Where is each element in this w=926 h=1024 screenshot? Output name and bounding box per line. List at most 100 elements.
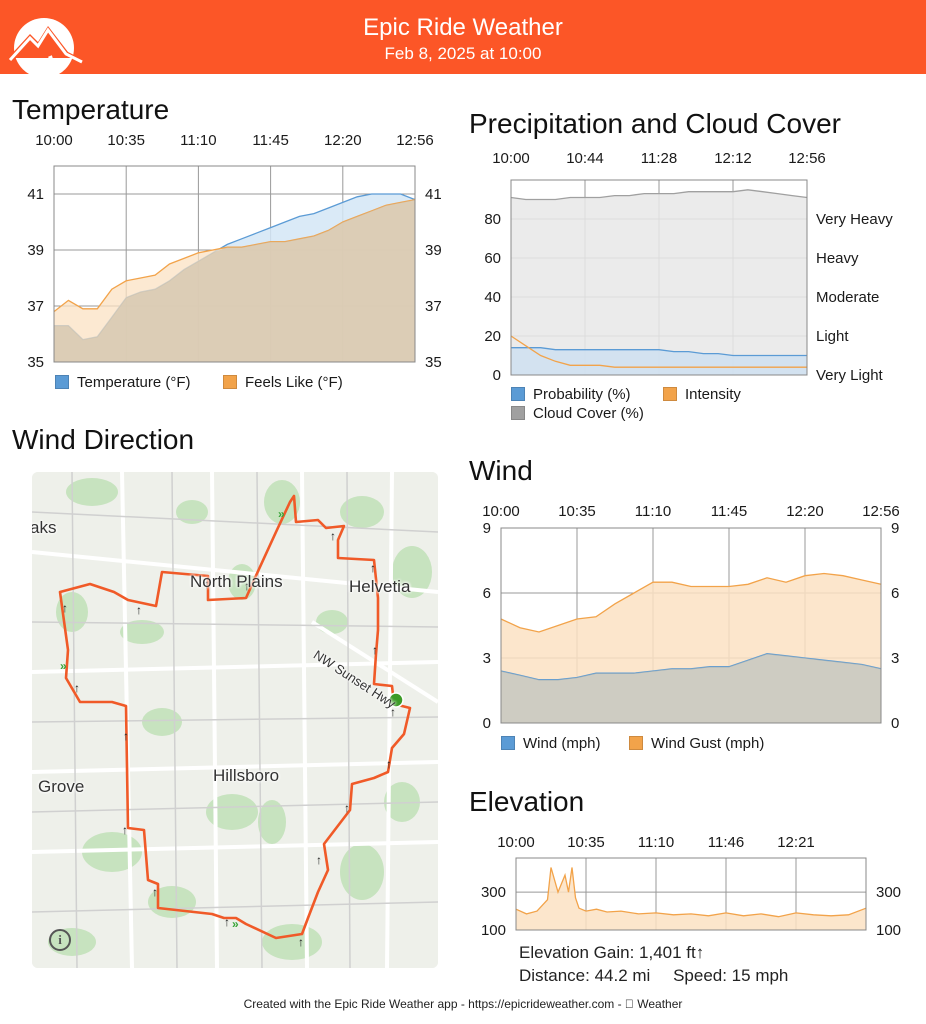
temperature-svg: 10:00 10:35 11:10 11:45 12:20 12:56 35 35 37 37 39… [27, 132, 442, 371]
plot-frame [500, 527, 882, 724]
x-tick-label: 11:46 [708, 834, 744, 851]
x-tick-label: 10:00 [35, 132, 73, 149]
x-tick-label: 10:00 [492, 150, 530, 167]
elevation-title: Elevation [469, 786, 585, 817]
svg-text:↑: ↑ [152, 885, 158, 899]
ride-datetime: Feb 8, 2025 at 10:00 [384, 44, 542, 63]
y-tick-label: 39 [27, 242, 44, 259]
series-line [515, 867, 867, 918]
y-tick-label: 60 [484, 250, 501, 267]
svg-text:»: » [278, 507, 285, 521]
app-title: Epic Ride Weather [363, 14, 563, 41]
y-tick-label: 37 [27, 298, 44, 315]
y-tick-label-right: 300 [876, 884, 901, 901]
legend-swatch [511, 387, 525, 401]
x-tick-label: 12:21 [777, 834, 815, 851]
x-tick-label: 11:45 [252, 132, 288, 149]
legend-label: Cloud Cover (%) [533, 405, 644, 422]
legend-item-cloud-cover: Cloud Cover (%) [511, 405, 644, 422]
x-tick-label: 11:28 [641, 150, 677, 167]
ride-route [58, 494, 412, 940]
x-tick-label: 12:56 [396, 132, 434, 149]
y-tick-label: 0 [483, 715, 491, 732]
wind-chart: 10:00 10:35 11:10 11:45 12:20 12:56 0 0 3 3 6 6 9 9 [0, 500, 926, 732]
legend-item-temperature: Temperature (°F) [55, 374, 191, 391]
footer-credit: Created with the Epic Ride Weather app -… [244, 997, 683, 1011]
legend-swatch [223, 375, 237, 389]
y-tick-label-right: 0 [891, 715, 899, 732]
wind-direction-title: Wind Direction [12, 424, 195, 455]
series-line [500, 653, 882, 681]
y-tick-label: 9 [483, 520, 491, 537]
app-header: Epic Ride Weather Feb 8, 2025 at 10:00 [0, 0, 926, 74]
svg-text:↑: ↑ [372, 643, 378, 657]
legend-label: Feels Like (°F) [245, 374, 343, 391]
y-tick-label: 0 [493, 367, 501, 384]
y-tick-label: 41 [27, 186, 44, 203]
svg-text:↑: ↑ [123, 729, 129, 743]
x-tick-label: 11:10 [635, 503, 671, 520]
start-marker[interactable] [388, 692, 404, 708]
y-tick-label-right: 41 [425, 186, 442, 203]
x-tick-label: 10:35 [558, 503, 596, 520]
plot-frame [515, 857, 867, 931]
legend-swatch [663, 387, 677, 401]
elevation-chart: 10:00 10:35 11:10 11:46 12:21 100 100 300 300 [0, 830, 926, 940]
x-tick-label: 12:56 [862, 503, 900, 520]
y-tick-label-right: 3 [891, 650, 899, 667]
wind-legend: Wind (mph) Wind Gust (mph) [501, 735, 821, 755]
legend-swatch [55, 375, 69, 389]
legend-item-wind: Wind (mph) [501, 735, 601, 752]
legend-item-probability: Probability (%) [511, 386, 631, 403]
svg-text:↑: ↑ [122, 823, 128, 837]
map-label-hillsboro: Hillsboro [213, 766, 280, 785]
x-tick-label: 11:10 [638, 834, 674, 851]
map-streets [32, 472, 438, 968]
svg-text:»: » [60, 659, 67, 673]
elevation-gain: Elevation Gain: 1,401 ft↑ [519, 943, 705, 962]
x-tick-label: 12:12 [714, 150, 752, 167]
svg-text:↑: ↑ [298, 935, 304, 949]
map-label-helvetia: Helvetia [349, 577, 411, 596]
x-tick-label: 10:35 [567, 834, 605, 851]
precipitation-title: Precipitation and Cloud Cover [469, 108, 841, 139]
svg-text:↑: ↑ [370, 561, 376, 575]
intensity-label: Very Light [816, 367, 884, 384]
y-tick-label-right: 9 [891, 520, 899, 537]
svg-text:↑: ↑ [244, 579, 250, 593]
svg-text:↑: ↑ [74, 681, 80, 695]
route-map[interactable]: ↑ ↑ ↑ ↑ ↑ ↑ ↑ ↑ ↑ ↑ ↑ ↑ ↑ ↑ ↑ ↑ ↑ »»» North Plains … [32, 472, 438, 968]
plot-frame [510, 179, 808, 376]
series-area [516, 867, 866, 930]
legend-label: Intensity [685, 386, 741, 403]
map-label-north-plains: North Plains [190, 572, 283, 591]
x-tick-label: 11:45 [711, 503, 747, 520]
elevation-svg: 10:00 10:35 11:10 11:46 12:21 100 100 300 300 [481, 834, 901, 939]
y-tick-label-right: 39 [425, 242, 442, 259]
map-parks [48, 478, 432, 960]
legend-label: Wind Gust (mph) [651, 735, 765, 752]
info-icon[interactable]: i [49, 929, 71, 951]
y-tick-label: 40 [484, 289, 501, 306]
svg-text:↑: ↑ [316, 853, 322, 867]
map-label-oaks: aks [32, 518, 57, 537]
legend-item-wind-gust: Wind Gust (mph) [629, 735, 764, 752]
legend-label: Probability (%) [533, 386, 631, 403]
series-line [510, 189, 808, 201]
y-tick-label-right: 100 [876, 922, 901, 939]
overlap-area [54, 199, 415, 362]
series-line [510, 335, 807, 368]
series-area [511, 347, 807, 375]
y-tick-label: 100 [481, 922, 506, 939]
series-line [500, 572, 882, 633]
speed: Speed: 15 mph [673, 966, 789, 985]
y-tick-label: 6 [483, 585, 491, 602]
direction-chevrons: » » » [60, 507, 285, 931]
intensity-label: Heavy [816, 250, 859, 267]
svg-text:↑: ↑ [62, 601, 68, 615]
legend-swatch [511, 406, 525, 420]
x-tick-label: 10:00 [482, 503, 520, 520]
temperature-chart: 10:00 10:35 11:10 11:45 12:20 12:56 35 35 37 37 39… [0, 130, 470, 380]
plot-frame [53, 165, 416, 363]
map-canvas: ↑ ↑ ↑ ↑ ↑ ↑ ↑ ↑ ↑ ↑ ↑ ↑ ↑ ↑ ↑ ↑ ↑ » » » [32, 472, 438, 968]
